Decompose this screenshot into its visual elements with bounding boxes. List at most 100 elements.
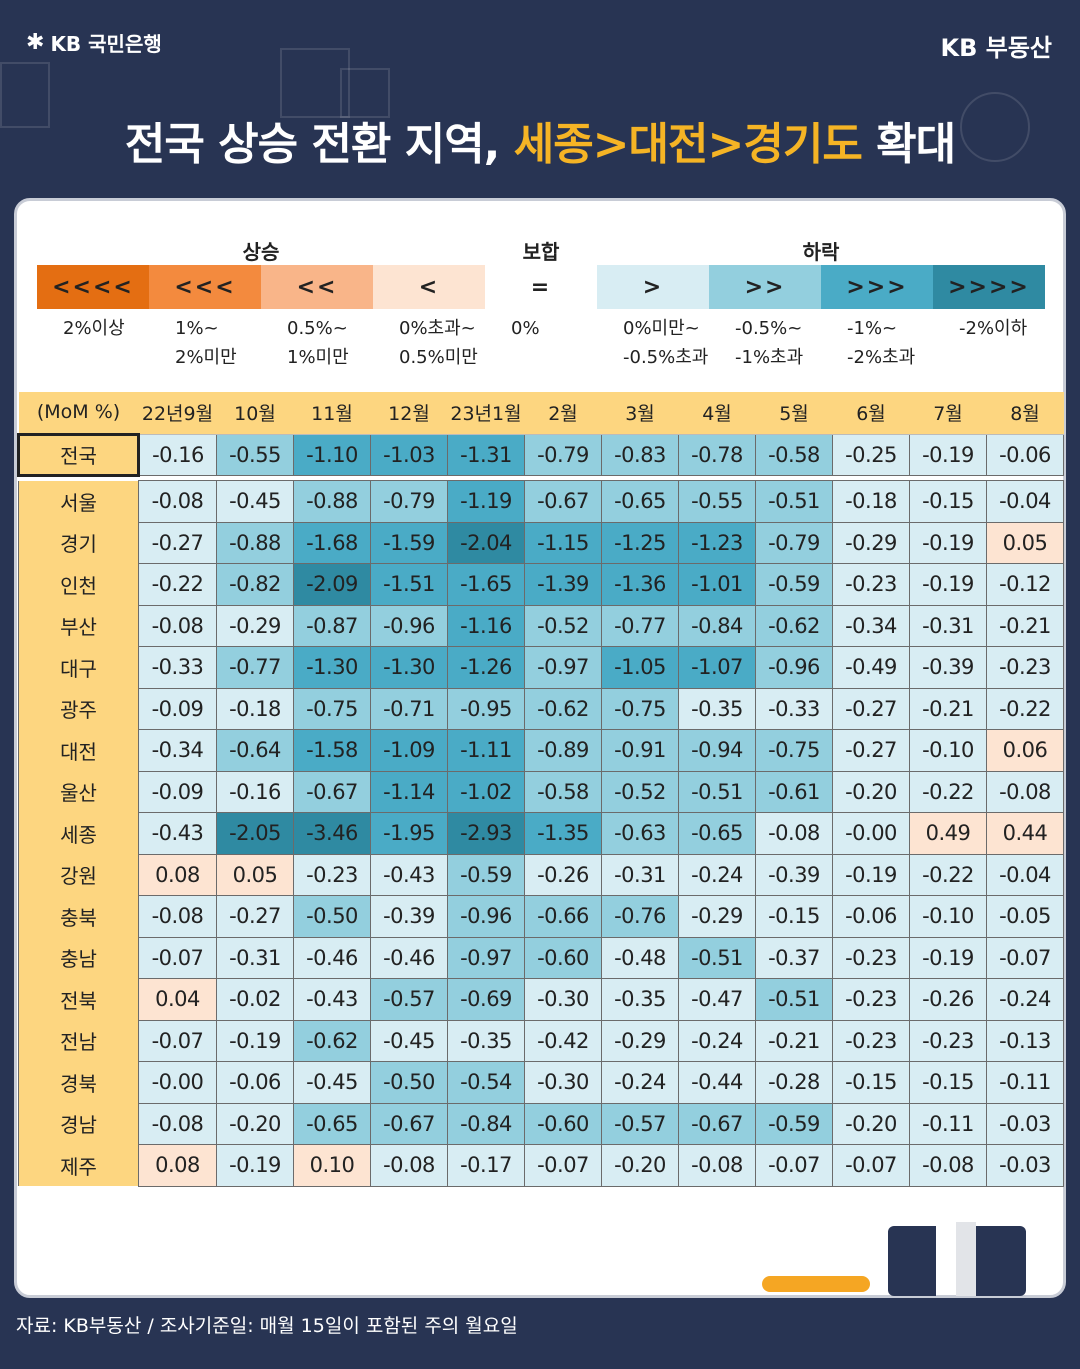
value-cell: -0.08 xyxy=(986,770,1064,813)
value-cell: -0.84 xyxy=(447,1102,525,1145)
value-cell: -0.50 xyxy=(370,1061,448,1104)
table-row: 서울 -0.08 -0.45 -0.88 -0.79 -1.19 -0.67 -0.65 -0.… xyxy=(18,480,1064,523)
value-cell: -0.07 xyxy=(138,1019,217,1062)
region-label: 제주 xyxy=(18,1144,139,1186)
table-corner-label: (MoM %) xyxy=(18,392,139,435)
value-cell: -1.31 xyxy=(447,433,525,476)
value-cell: -0.16 xyxy=(138,433,217,476)
value-cell: -0.23 xyxy=(986,646,1064,689)
value-cell: -0.00 xyxy=(138,1061,217,1104)
value-cell: -0.22 xyxy=(909,770,987,813)
value-cell: -0.96 xyxy=(370,604,448,647)
table-row: 세종 -0.43 -2.05 -3.46 -1.95 -2.93 -1.35 -0.63 -0.… xyxy=(18,812,1064,855)
building-outline-decoration-2 xyxy=(340,68,390,118)
table-row-nation: 전국 -0.16 -0.55 -1.10 -1.03 -1.31 -0.79 -0.83 -0.… xyxy=(17,432,1064,477)
value-cell: -0.79 xyxy=(370,480,448,523)
kb-bank-logo-text: KB 국민은행 xyxy=(50,32,162,56)
value-cell: -2.04 xyxy=(447,521,525,564)
value-cell: -0.67 xyxy=(293,770,371,813)
value-cell: -0.15 xyxy=(832,1061,910,1104)
region-label: 경북 xyxy=(18,1061,139,1103)
value-cell: -0.46 xyxy=(293,936,371,979)
value-cell: 0.44 xyxy=(986,812,1064,855)
value-cell: -0.35 xyxy=(447,1019,525,1062)
legend-swatch: <<<< xyxy=(37,265,149,309)
value-cell: -0.24 xyxy=(986,978,1064,1021)
value-cell: -0.29 xyxy=(678,895,756,938)
value-cell: -0.62 xyxy=(293,1019,371,1062)
value-cell: -0.30 xyxy=(524,1061,602,1104)
table-header-row: (MoM %) 22년9월 10월 11월 12월 23년1월 2월 3월 4월 5월 6월 7월 8… xyxy=(18,392,1064,435)
legend-description: -0.5%~ -1%초과 xyxy=(735,318,804,368)
value-cell: -0.27 xyxy=(832,687,910,730)
value-cell: -0.22 xyxy=(986,687,1064,730)
value-cell: -1.09 xyxy=(370,729,448,772)
region-label: 경기 xyxy=(18,522,139,564)
value-cell: -0.37 xyxy=(755,936,833,979)
table-row: 울산 -0.09 -0.16 -0.67 -1.14 -1.02 -0.58 -0.52 -0.… xyxy=(18,770,1064,813)
legend-swatch: > xyxy=(597,265,709,309)
value-cell: -0.34 xyxy=(832,604,910,647)
value-cell: -0.76 xyxy=(601,895,679,938)
column-header: 11월 xyxy=(293,392,371,435)
column-header: 3월 xyxy=(601,392,679,435)
value-cell: -0.51 xyxy=(678,770,756,813)
chart-outline-decoration xyxy=(0,62,50,128)
value-cell: -0.03 xyxy=(986,1102,1064,1145)
value-cell: -0.65 xyxy=(601,480,679,523)
value-cell: -1.59 xyxy=(370,521,448,564)
legend-group-up: 상승 xyxy=(242,240,280,264)
value-cell: -0.45 xyxy=(216,480,294,523)
value-cell: -0.08 xyxy=(755,812,833,855)
value-cell: -0.19 xyxy=(909,521,987,564)
value-cell: -0.07 xyxy=(755,1144,833,1187)
value-cell: -0.60 xyxy=(524,936,602,979)
region-label: 대전 xyxy=(18,729,139,771)
legend-swatch: >>>> xyxy=(933,265,1045,309)
value-cell: -0.18 xyxy=(216,687,294,730)
value-cell: -0.51 xyxy=(755,978,833,1021)
value-cell: -0.22 xyxy=(138,563,217,606)
value-cell: -0.57 xyxy=(370,978,448,1021)
value-cell: -0.09 xyxy=(138,770,217,813)
decorative-orange-bar xyxy=(762,1276,870,1292)
value-cell: -0.65 xyxy=(293,1102,371,1145)
legend-group-flat: 보합 xyxy=(522,240,560,264)
title-part1: 전국 상승 전환 지역, xyxy=(124,119,514,170)
column-header: 23년1월 xyxy=(447,392,525,435)
value-cell: -0.52 xyxy=(524,604,602,647)
column-header: 22년9월 xyxy=(138,392,217,435)
value-cell: -1.39 xyxy=(524,563,602,606)
value-cell: -0.54 xyxy=(447,1061,525,1104)
column-header: 8월 xyxy=(986,392,1064,435)
value-cell: -0.23 xyxy=(832,978,910,1021)
value-cell: -0.43 xyxy=(138,812,217,855)
column-header: 7월 xyxy=(909,392,987,435)
value-cell: -0.29 xyxy=(601,1019,679,1062)
price-change-table: (MoM %) 22년9월 10월 11월 12월 23년1월 2월 3월 4월 5월 6월 7월 8… xyxy=(17,392,1064,1187)
value-cell: -0.24 xyxy=(601,1061,679,1104)
legend-description: -1%~ -2%초과 xyxy=(847,318,916,368)
value-cell: -0.16 xyxy=(216,770,294,813)
value-cell: -0.39 xyxy=(370,895,448,938)
table-row: 경남 -0.08 -0.20 -0.65 -0.67 -0.84 -0.60 -0.57 -0.… xyxy=(18,1102,1064,1145)
value-cell: -0.23 xyxy=(832,936,910,979)
value-cell: -1.10 xyxy=(293,433,371,476)
value-cell: -0.63 xyxy=(601,812,679,855)
legend-description: 0% xyxy=(511,318,540,339)
value-cell: -0.03 xyxy=(986,1144,1064,1187)
value-cell: -0.24 xyxy=(678,853,756,896)
value-cell: -0.07 xyxy=(986,936,1064,979)
kb-bank-logo: ✱ KB 국민은행 xyxy=(26,28,162,57)
value-cell: -0.33 xyxy=(755,687,833,730)
value-cell: -0.48 xyxy=(601,936,679,979)
table-row: 전남 -0.07 -0.19 -0.62 -0.45 -0.35 -0.42 -0.29 -0.… xyxy=(18,1019,1064,1062)
value-cell: -0.35 xyxy=(601,978,679,1021)
table-row: 부산 -0.08 -0.29 -0.87 -0.96 -1.16 -0.52 -0.77 -0.… xyxy=(18,604,1064,647)
value-cell: -0.29 xyxy=(832,521,910,564)
value-cell: -0.06 xyxy=(832,895,910,938)
value-cell: -0.67 xyxy=(678,1102,756,1145)
value-cell: -1.15 xyxy=(524,521,602,564)
value-cell: -1.58 xyxy=(293,729,371,772)
value-cell: -0.31 xyxy=(216,936,294,979)
